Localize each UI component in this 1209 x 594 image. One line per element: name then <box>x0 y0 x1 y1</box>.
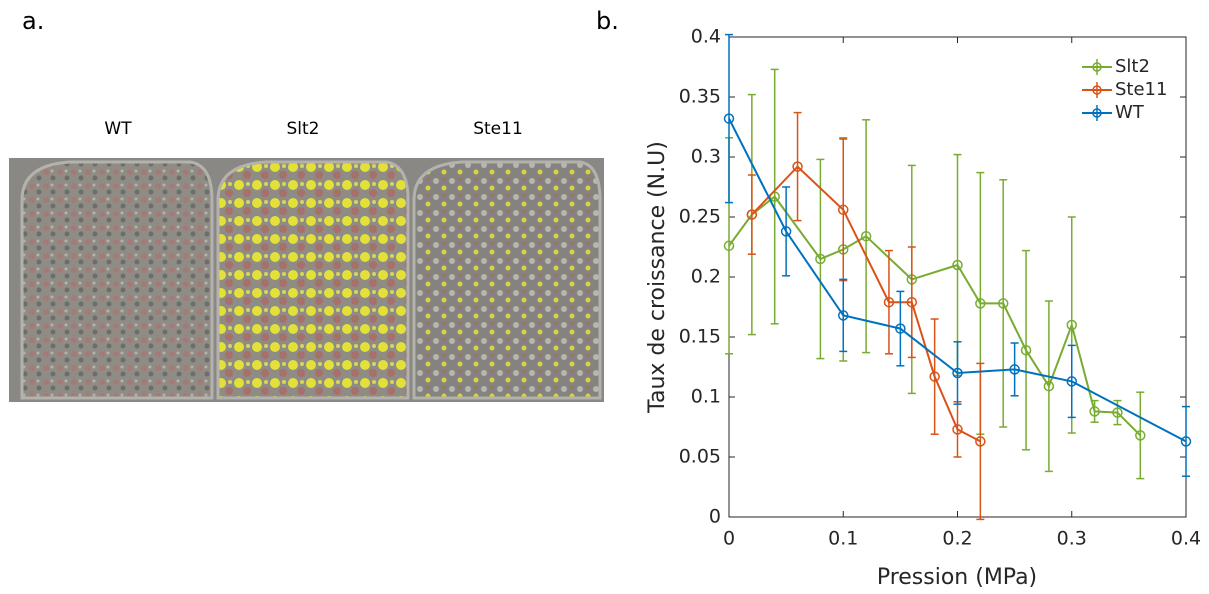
marker <box>1043 380 1055 392</box>
marker <box>952 424 963 435</box>
x-tick-label: 0.3 <box>1057 528 1087 550</box>
legend-marker <box>1092 108 1102 118</box>
y-tick-label: 0 <box>709 506 721 528</box>
x-tick-label: 0.1 <box>828 528 858 550</box>
legend-marker <box>1092 85 1102 95</box>
y-tick-label: 0.2 <box>691 266 721 288</box>
marker <box>952 367 963 379</box>
marker <box>1066 376 1077 387</box>
y-tick-label: 0.35 <box>679 86 721 108</box>
marker <box>723 113 735 124</box>
marker <box>906 296 918 308</box>
legend-label: Ste11 <box>1115 79 1167 100</box>
marker <box>1089 406 1100 417</box>
marker <box>838 204 849 216</box>
series-line <box>728 195 1142 437</box>
marker <box>1112 407 1123 418</box>
marker <box>1135 430 1146 441</box>
panel-label: b. <box>596 7 619 35</box>
y-tick-label: 0.15 <box>679 326 721 348</box>
image-label: WT <box>104 119 132 139</box>
marker <box>1180 436 1192 447</box>
marker <box>883 296 895 308</box>
y-tick-label: 0.3 <box>691 146 721 168</box>
legend-label: WT <box>1115 102 1145 123</box>
y-tick-label: 0.25 <box>679 206 721 228</box>
micrograph <box>9 158 604 402</box>
marker <box>723 240 735 252</box>
x-tick-label: 0.4 <box>1171 528 1201 550</box>
series-line <box>728 118 1187 443</box>
y-axis-label: Taux de croissance (N.U) <box>645 141 670 414</box>
marker <box>975 298 986 309</box>
marker <box>975 436 986 447</box>
marker <box>952 259 963 271</box>
y-tick-label: 0.05 <box>679 446 721 468</box>
legend-marker <box>1092 62 1102 72</box>
y-tick-label: 0.4 <box>691 26 721 48</box>
marker <box>746 209 758 220</box>
image-label: Ste11 <box>473 119 523 139</box>
marker <box>1066 319 1077 331</box>
marker <box>815 253 826 265</box>
marker <box>780 226 792 237</box>
marker <box>895 323 906 334</box>
x-axis-label: Pression (MPa) <box>877 565 1037 590</box>
y-tick-label: 0.1 <box>691 386 721 408</box>
marker <box>792 161 803 172</box>
x-tick-label: 0 <box>723 528 735 550</box>
legend-label: Slt2 <box>1115 56 1150 77</box>
marker <box>929 371 940 382</box>
marker <box>997 298 1009 309</box>
marker <box>1009 364 1020 375</box>
marker <box>860 230 872 242</box>
marker <box>1020 344 1032 356</box>
x-tick-label: 0.2 <box>942 528 972 550</box>
image-label: Slt2 <box>287 119 320 139</box>
panel-label: a. <box>22 7 44 35</box>
marker <box>838 310 849 321</box>
